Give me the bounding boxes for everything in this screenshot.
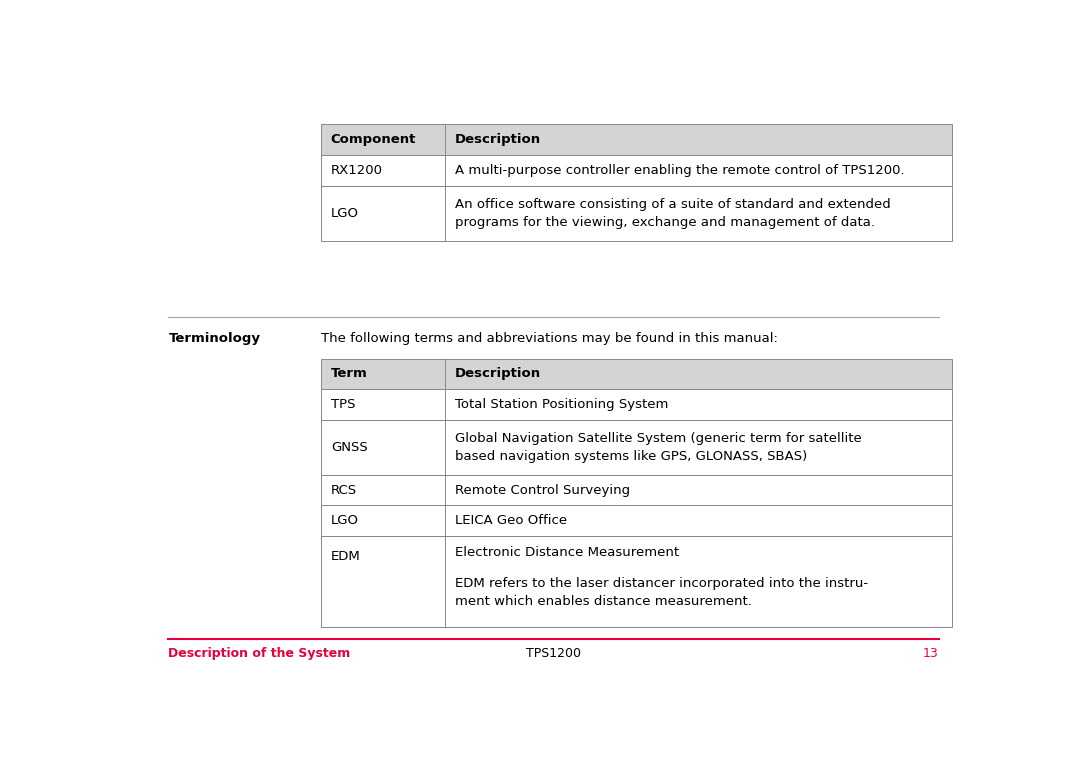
Bar — [321, 185, 951, 241]
Text: RX1200: RX1200 — [330, 164, 382, 177]
Text: LGO: LGO — [330, 514, 359, 527]
Text: A multi-purpose controller enabling the remote control of TPS1200.: A multi-purpose controller enabling the … — [455, 164, 904, 177]
Text: LEICA Geo Office: LEICA Geo Office — [455, 514, 567, 527]
Text: RCS: RCS — [330, 483, 357, 496]
Text: Component: Component — [330, 133, 416, 146]
Text: Global Navigation Satellite System (generic term for satellite
based navigation : Global Navigation Satellite System (gene… — [455, 432, 862, 463]
Bar — [321, 536, 951, 627]
Text: An office software consisting of a suite of standard and extended
programs for t: An office software consisting of a suite… — [455, 198, 891, 228]
Text: Total Station Positioning System: Total Station Positioning System — [455, 398, 669, 411]
Text: Term: Term — [330, 368, 367, 381]
Text: Remote Control Surveying: Remote Control Surveying — [455, 483, 630, 496]
Text: TPS1200: TPS1200 — [526, 647, 581, 660]
Bar — [321, 389, 951, 420]
Text: EDM refers to the laser distancer incorporated into the instru-
ment which enabl: EDM refers to the laser distancer incorp… — [455, 578, 868, 608]
Text: GNSS: GNSS — [330, 440, 367, 453]
Text: Description: Description — [455, 368, 541, 381]
Bar — [321, 358, 951, 389]
Text: Description of the System: Description of the System — [168, 647, 351, 660]
Bar — [321, 475, 951, 506]
Text: Description: Description — [455, 133, 541, 146]
Bar — [321, 155, 951, 185]
Text: EDM: EDM — [330, 550, 361, 563]
Text: Electronic Distance Measurement: Electronic Distance Measurement — [455, 546, 679, 559]
Bar — [321, 506, 951, 536]
Text: TPS: TPS — [330, 398, 355, 411]
Text: The following terms and abbreviations may be found in this manual:: The following terms and abbreviations ma… — [321, 332, 778, 345]
Bar — [321, 124, 951, 155]
Bar — [321, 420, 951, 475]
Text: 13: 13 — [922, 647, 939, 660]
Text: Terminology: Terminology — [168, 332, 260, 345]
Text: LGO: LGO — [330, 207, 359, 220]
